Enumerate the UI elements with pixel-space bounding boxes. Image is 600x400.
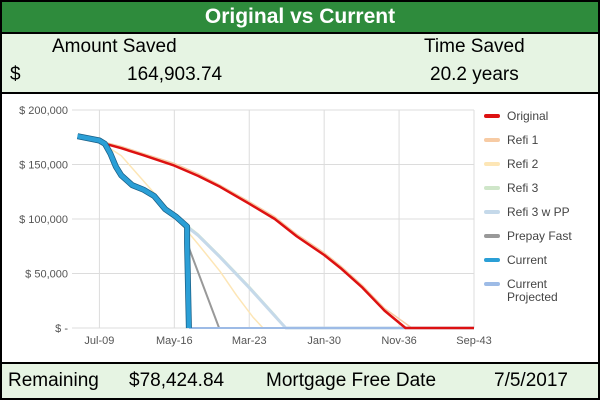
time-saved-value: 20.2 years [430, 64, 519, 85]
x-tick-label: Mar-23 [232, 335, 267, 347]
y-tick-label: $ - [55, 323, 68, 335]
legend-label: Original [507, 109, 548, 123]
page-title: Original vs Current [2, 2, 598, 32]
y-tick-label: $ 50,000 [25, 269, 68, 281]
x-tick-label: Jan-30 [307, 335, 341, 347]
legend-label: Current [507, 253, 548, 267]
remaining-value: $78,424.84 [129, 370, 225, 391]
series-line-refi-3 [162, 207, 474, 329]
series-line-refi-1 [77, 135, 474, 329]
amount-saved-label: Amount Saved [52, 36, 177, 57]
legend-label: Prepay Fast [507, 229, 572, 243]
amount-saved-value: 164,903.74 [127, 64, 223, 85]
remaining-label: Remaining [8, 370, 99, 391]
mortgage-free-date-label: Mortgage Free Date [266, 370, 437, 391]
y-tick-label: $ 100,000 [19, 214, 68, 226]
legend-label: Projected [507, 290, 558, 304]
mortgage-free-date-value: 7/5/2017 [494, 370, 568, 391]
series-line-original [77, 136, 474, 330]
legend-label: Refi 3 [507, 181, 539, 195]
series-line-refi-2 [98, 140, 474, 329]
summary-panel: Amount Saved Time Saved $ 164,903.74 20.… [2, 34, 598, 92]
time-saved-label: Time Saved [424, 36, 525, 57]
y-tick-label: $ 150,000 [19, 160, 68, 172]
chart-panel: $ 200,000 $ 150,000 $ 100,000 $ 50,000 $ - Ju… [2, 94, 598, 362]
x-tick-label: Sep-43 [456, 335, 491, 347]
footer-panel: Remaining $78,424.84 Mortgage Free Date … [2, 364, 598, 398]
series-line-current [77, 133, 192, 329]
balance-chart: $ 200,000 $ 150,000 $ 100,000 $ 50,000 $ - Ju… [19, 105, 572, 347]
x-tick-label: May-16 [156, 335, 193, 347]
x-tick-label: Nov-36 [381, 335, 416, 347]
currency-symbol: $ [10, 64, 21, 85]
legend-label: Current [507, 277, 548, 291]
series-line-refi-3-w-pp [162, 207, 474, 330]
y-tick-label: $ 200,000 [19, 105, 68, 117]
legend-label: Refi 3 w PP [507, 205, 570, 219]
x-tick-label: Jul-09 [84, 335, 114, 347]
legend-label: Refi 2 [507, 157, 539, 171]
legend-label: Refi 1 [507, 133, 539, 147]
